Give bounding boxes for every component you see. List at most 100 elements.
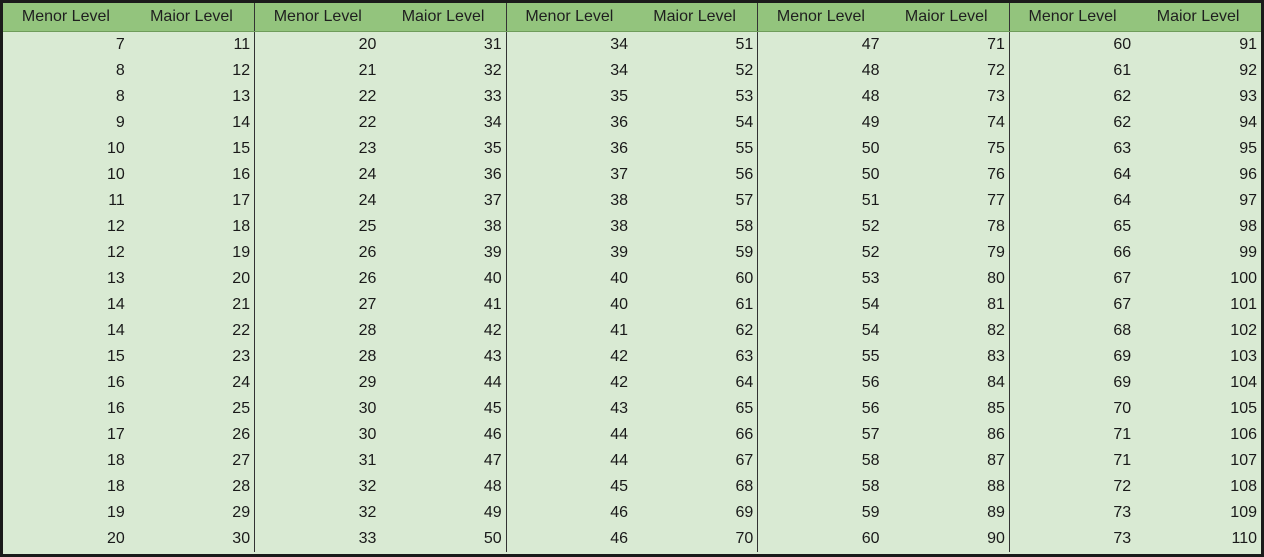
menor-level-cell: 57	[757, 422, 884, 448]
maior-level-cell: 107	[1230, 452, 1257, 469]
menor-level-cell: 59	[757, 500, 884, 526]
table-row: 17 26 30 46 44 66 57 86 71 106	[3, 422, 1261, 448]
menor-level-cell: 46	[505, 500, 632, 526]
menor-level-cell: 54	[757, 292, 884, 318]
maior-level-cell: 65	[735, 400, 754, 417]
menor-level-cell: 42	[505, 344, 632, 370]
menor-level-cell: 46	[505, 526, 632, 552]
table-row: 13 20 26 40 40 60 53 80 67 100	[3, 266, 1261, 292]
menor-level-cell: 16	[107, 400, 125, 417]
menor-level-cell: 12	[107, 218, 125, 235]
maior-level-cell: 109	[1230, 504, 1257, 521]
menor-level-cell: 38	[505, 188, 632, 214]
menor-level-cell: 20	[254, 31, 381, 58]
table-row: 19 29 32 49 46 69 59 89 73 109	[3, 500, 1261, 526]
maior-level-cell: 80	[987, 270, 1005, 287]
maior-level-cell: 32	[483, 62, 502, 79]
menor-level-cell: 30	[254, 422, 381, 448]
menor-level-cell: 69	[1008, 344, 1136, 370]
menor-level-cell: 17	[107, 426, 125, 443]
menor-level-cell: 58	[757, 474, 884, 500]
menor-level-cell: 53	[757, 266, 884, 292]
table-row: 8 13 22 33 35 53 48 73 62 93	[3, 84, 1261, 110]
menor-level-cell: 13	[107, 270, 125, 287]
menor-level-cell: 71	[1008, 422, 1136, 448]
maior-level-cell: 24	[232, 374, 251, 391]
maior-level-cell: 26	[232, 426, 251, 443]
menor-level-cell: 69	[1008, 370, 1136, 396]
maior-level-cell: 34	[483, 114, 502, 131]
menor-level-cell: 62	[1008, 110, 1136, 136]
menor-level-cell: 12	[107, 244, 125, 261]
maior-level-cell: 51	[735, 36, 754, 53]
maior-level-cell: 89	[987, 504, 1005, 521]
menor-level-cell: 68	[1008, 318, 1136, 344]
menor-level-cell: 28	[254, 318, 381, 344]
menor-level-cell: 33	[254, 526, 381, 552]
maior-level-cell: 58	[735, 218, 754, 235]
maior-level-cell: 69	[735, 504, 754, 521]
maior-level-cell: 20	[232, 270, 251, 287]
maior-level-cell: 75	[987, 140, 1005, 157]
menor-level-cell: 34	[505, 58, 632, 84]
maior-level-cell: 97	[1239, 192, 1257, 209]
maior-level-cell: 45	[483, 400, 502, 417]
menor-level-cell: 56	[757, 396, 884, 422]
menor-level-cell: 60	[757, 526, 884, 552]
maior-level-cell: 105	[1230, 400, 1257, 417]
maior-level-cell: 30	[232, 530, 251, 547]
menor-level-cell: 34	[505, 31, 632, 58]
maior-level-cell: 83	[987, 348, 1005, 365]
maior-level-header: Maior Level	[128, 3, 255, 32]
table-row: 15 23 28 43 42 63 55 83 69 103	[3, 344, 1261, 370]
menor-level-cell: 16	[107, 374, 125, 391]
maior-level-cell: 92	[1239, 62, 1257, 79]
menor-level-cell: 24	[254, 188, 381, 214]
menor-level-cell: 63	[1008, 136, 1136, 162]
maior-level-cell: 48	[483, 478, 502, 495]
maior-level-cell: 67	[735, 452, 754, 469]
menor-level-cell: 72	[1008, 474, 1136, 500]
menor-level-cell: 61	[1008, 58, 1136, 84]
maior-level-cell: 17	[232, 192, 251, 209]
menor-level-cell: 32	[254, 474, 381, 500]
maior-level-cell: 96	[1239, 166, 1257, 183]
menor-level-cell: 40	[505, 292, 632, 318]
menor-level-cell: 60	[1008, 31, 1136, 58]
maior-level-cell: 57	[735, 192, 754, 209]
maior-level-cell: 93	[1239, 88, 1257, 105]
menor-level-cell: 48	[757, 58, 884, 84]
maior-level-cell: 82	[987, 322, 1005, 339]
menor-level-cell: 51	[757, 188, 884, 214]
menor-level-cell: 62	[1008, 84, 1136, 110]
table-row: 18 27 31 47 44 67 58 87 71 107	[3, 448, 1261, 474]
menor-level-cell: 15	[107, 348, 125, 365]
menor-level-cell: 28	[254, 344, 381, 370]
maior-level-cell: 16	[232, 166, 251, 183]
menor-level-cell: 52	[757, 240, 884, 266]
maior-level-cell: 66	[735, 426, 754, 443]
menor-level-cell: 66	[1008, 240, 1136, 266]
maior-level-cell: 41	[483, 296, 502, 313]
menor-level-cell: 49	[757, 110, 884, 136]
menor-level-cell: 14	[107, 296, 125, 313]
menor-level-cell: 11	[108, 192, 125, 209]
maior-level-cell: 74	[987, 114, 1005, 131]
menor-level-cell: 37	[505, 162, 632, 188]
maior-level-cell: 21	[232, 296, 251, 313]
maior-level-cell: 103	[1230, 348, 1257, 365]
table-row: 18 28 32 48 45 68 58 88 72 108	[3, 474, 1261, 500]
maior-level-cell: 43	[483, 348, 502, 365]
maior-level-cell: 44	[483, 374, 502, 391]
menor-level-cell: 23	[254, 136, 381, 162]
menor-level-cell: 26	[254, 240, 381, 266]
menor-level-cell: 21	[254, 58, 381, 84]
menor-level-cell: 14	[107, 322, 125, 339]
maior-level-cell: 85	[987, 400, 1005, 417]
maior-level-cell: 49	[483, 504, 502, 521]
maior-level-cell: 50	[483, 530, 502, 547]
maior-level-cell: 59	[735, 244, 754, 261]
table-row: 12 18 25 38 38 58 52 78 65 98	[3, 214, 1261, 240]
menor-level-cell: 36	[505, 110, 632, 136]
maior-level-cell: 71	[987, 36, 1005, 53]
